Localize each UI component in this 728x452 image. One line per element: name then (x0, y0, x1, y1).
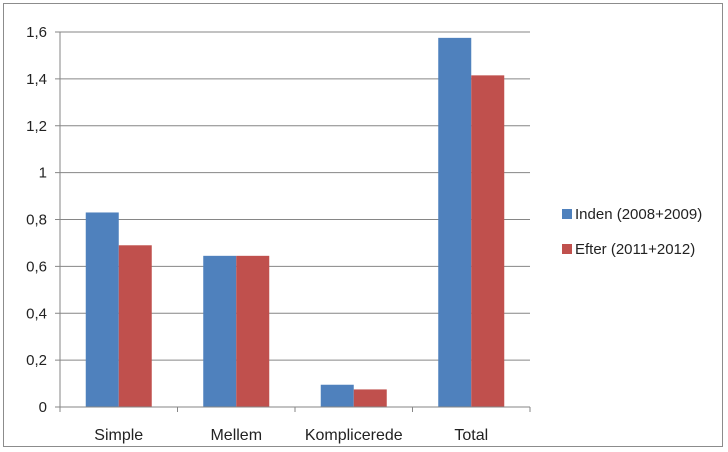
legend-swatch-inden (562, 209, 572, 219)
x-category-label-komplicerede: Komplicerede (305, 427, 403, 444)
bar-inden-total (438, 37, 472, 407)
y-tick-label: 0,4 (26, 305, 47, 322)
y-tick-label: 0,6 (26, 258, 47, 275)
bar-inden-simple (85, 212, 119, 407)
bars (85, 37, 505, 407)
x-category-labels: Simple Mellem Komplicerede Total (94, 427, 488, 444)
bar-efter-simple (118, 245, 152, 407)
bar-efter-total (471, 75, 505, 407)
y-tick-label: 1,6 (26, 24, 47, 41)
bar-efter-mellem (236, 255, 270, 407)
x-category-label-total: Total (454, 427, 488, 444)
y-tick-label: 1,4 (26, 71, 47, 88)
legend: Inden (2008+2009) Efter (2011+2012) (562, 206, 702, 258)
y-tick-label: 0,2 (26, 352, 47, 369)
legend-label-efter: Efter (2011+2012) (575, 241, 695, 258)
legend-label-inden: Inden (2008+2009) (575, 206, 702, 223)
y-tick-label: 1 (39, 165, 47, 182)
x-category-label-simple: Simple (94, 427, 143, 444)
bar-inden-komplicerede (320, 384, 354, 407)
y-tick-labels: 0 0,2 0,4 0,6 0,8 1 1,2 1,4 1,6 (26, 24, 47, 416)
y-tick-label: 0 (39, 399, 47, 416)
axes (55, 31, 531, 412)
bar-efter-komplicerede (353, 389, 387, 407)
y-tick-label: 0,8 (26, 212, 47, 229)
bar-inden-mellem (203, 255, 237, 407)
y-tick-label: 1,2 (26, 118, 47, 135)
legend-swatch-efter (562, 244, 572, 254)
x-category-label-mellem: Mellem (210, 427, 262, 444)
